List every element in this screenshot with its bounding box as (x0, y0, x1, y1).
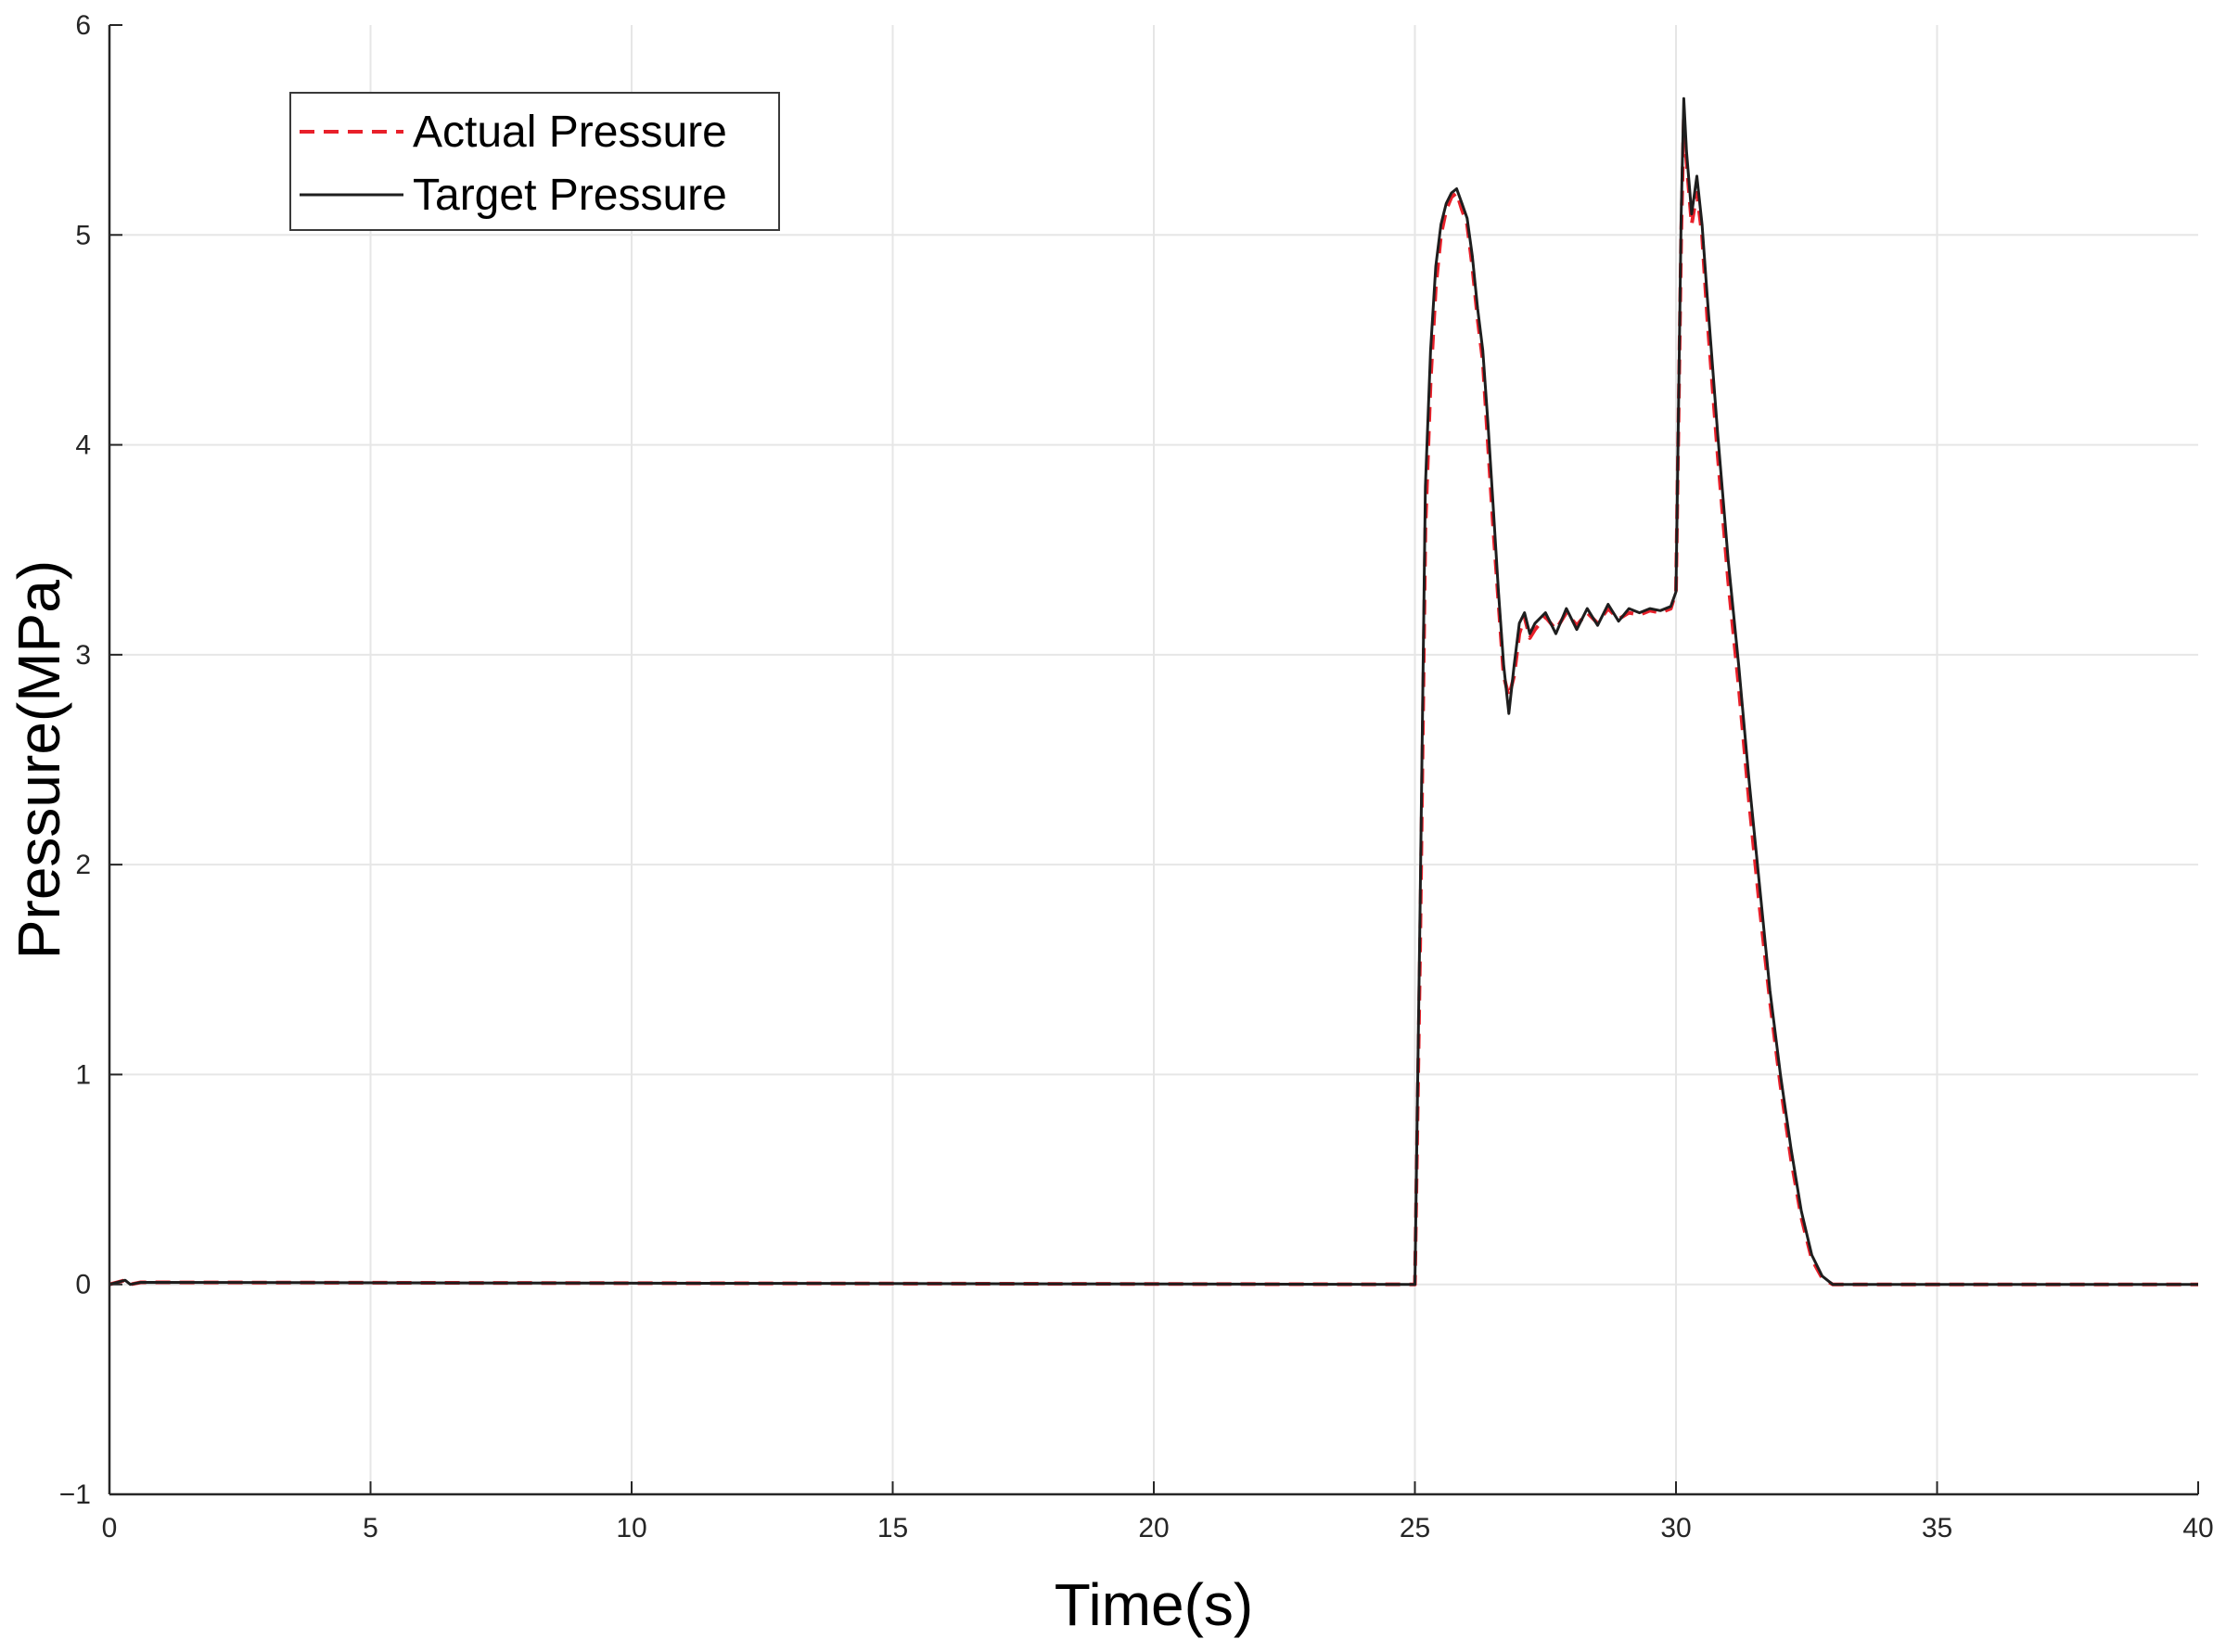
y-axis-title: Pressure(MPa) (6, 560, 72, 959)
legend: Actual Pressure Target Pressure (289, 92, 780, 231)
x-tick-label: 20 (1138, 1513, 1169, 1543)
plot-series (109, 96, 2198, 1287)
x-tick-label: 30 (1660, 1513, 1691, 1543)
y-tick-label: 1 (75, 1059, 91, 1090)
x-tick-label: 25 (1400, 1513, 1430, 1543)
x-tick-label: 40 (2182, 1513, 2213, 1543)
series-line-target-pressure (109, 96, 2198, 1287)
tick-labels: 0 5 10 15 20 25 30 35 40 −1 0 1 2 3 4 5 6 (59, 10, 2214, 1543)
y-tick-label: 6 (75, 10, 91, 41)
legend-box (289, 92, 780, 231)
y-tick-label: 2 (75, 850, 91, 880)
y-tick-label: 4 (75, 430, 91, 461)
legend-label-target-pressure: Target Pressure (413, 171, 727, 220)
y-tick-label: −1 (59, 1479, 91, 1510)
legend-label-actual-pressure: Actual Pressure (413, 108, 727, 157)
x-tick-label: 35 (1922, 1513, 1952, 1543)
axes (108, 24, 2199, 1496)
grid (109, 25, 2198, 1494)
y-tick-label: 0 (75, 1270, 91, 1300)
x-tick-label: 10 (616, 1513, 646, 1543)
series-line-actual-pressure (109, 117, 2198, 1287)
y-tick-label: 5 (75, 220, 91, 250)
x-tick-label: 5 (363, 1513, 378, 1543)
x-tick-label: 0 (102, 1513, 118, 1543)
x-axis-title: Time(s) (1055, 1571, 1253, 1638)
x-tick-label: 15 (877, 1513, 908, 1543)
y-tick-label: 3 (75, 640, 91, 671)
